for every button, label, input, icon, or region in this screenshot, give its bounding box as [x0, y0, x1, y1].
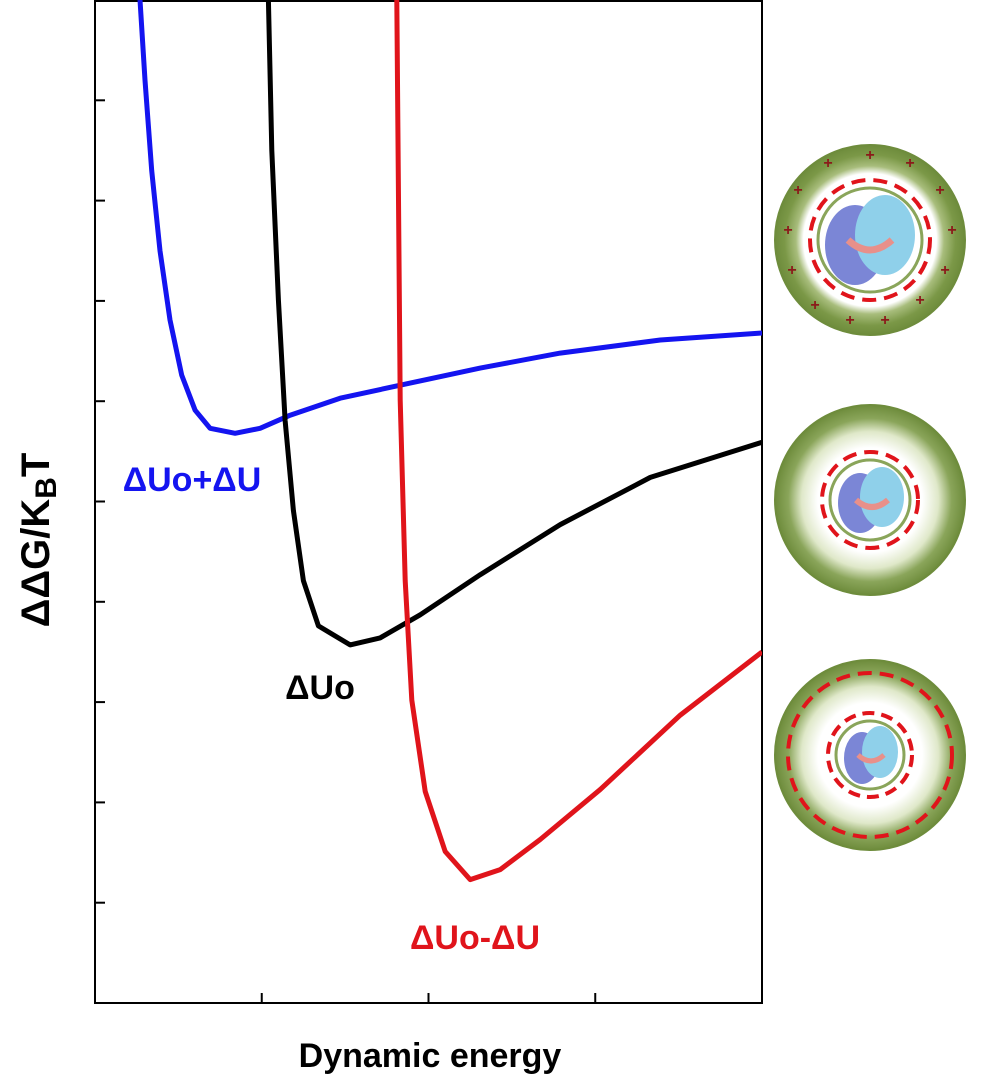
svg-text:+: + [905, 155, 914, 172]
svg-text:+: + [810, 297, 819, 314]
x-axis-title: Dynamic energy [299, 1037, 562, 1075]
svg-text:+: + [787, 262, 796, 279]
series-line [394, 0, 762, 883]
y-axis-title: ΔΔG/KBT [14, 453, 63, 628]
svg-text:+: + [880, 312, 889, 329]
svg-text:+: + [845, 312, 854, 329]
illustrations: + + + + + + + + + + + + + [774, 144, 966, 851]
svg-text:+: + [915, 292, 924, 309]
series-label: ΔUo [285, 669, 355, 707]
series-line [137, 0, 762, 436]
svg-text:+: + [783, 222, 792, 239]
particle-1: + + + + + + + + + + + + + [774, 144, 966, 336]
particle-2 [774, 404, 966, 596]
plot-frame [94, 0, 763, 1004]
svg-text:+: + [865, 147, 874, 164]
series-label: ΔUo-ΔU [410, 919, 540, 957]
series-line [265, 0, 762, 648]
svg-text:+: + [823, 155, 832, 172]
svg-text:+: + [793, 182, 802, 199]
plot-area [137, 0, 762, 883]
particle-3 [774, 659, 966, 851]
svg-text:+: + [935, 182, 944, 199]
svg-text:+: + [947, 222, 956, 239]
y-axis-title-main: ΔΔG/K [14, 499, 58, 628]
y-axis-title-end: T [14, 453, 58, 477]
y-axis-title-sub: B [30, 477, 63, 499]
svg-text:+: + [940, 262, 949, 279]
series-label: ΔUo+ΔU [123, 461, 262, 499]
